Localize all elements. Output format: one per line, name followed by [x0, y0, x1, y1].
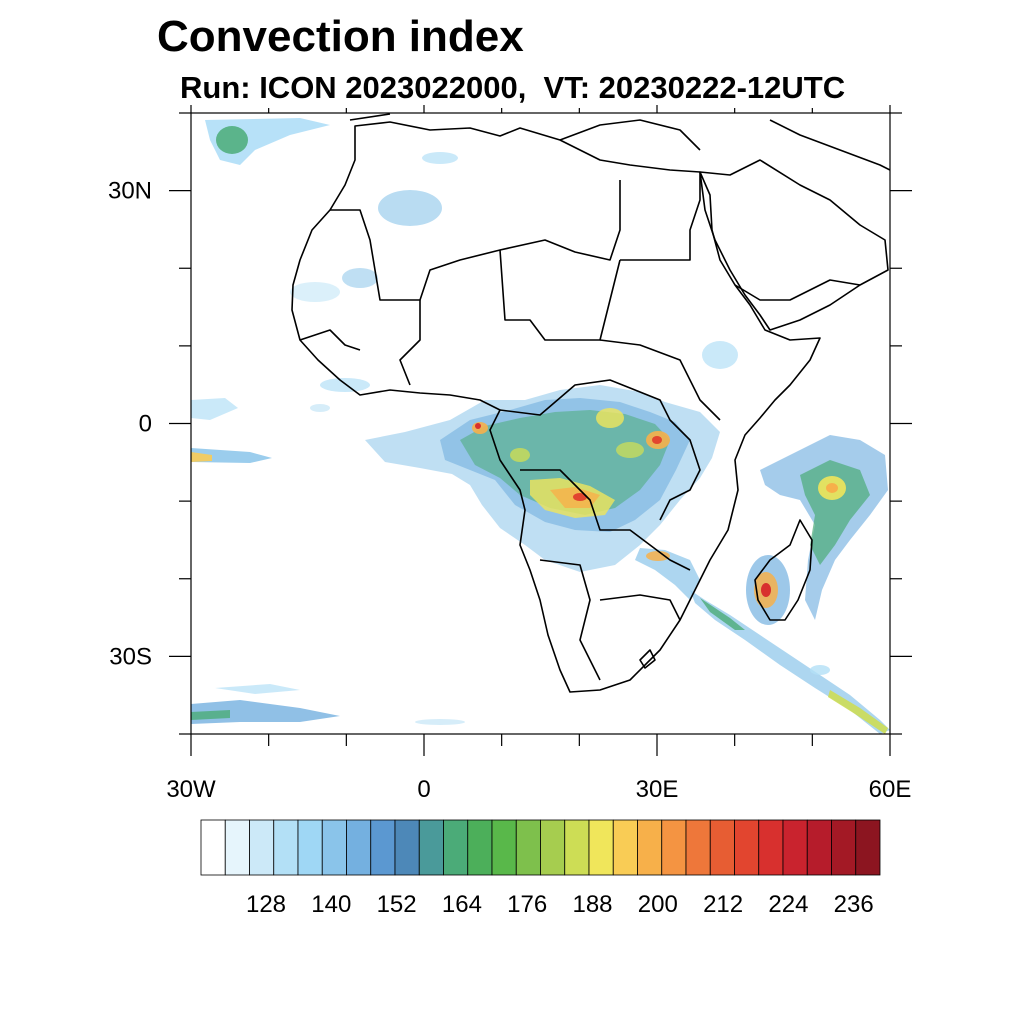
colorbar-swatch	[855, 819, 881, 876]
colorbar-label: 200	[638, 891, 678, 918]
colorbar-swatch	[564, 819, 590, 876]
axis-ticks	[169, 105, 912, 756]
axis-tick-labels: 30W 0 30E 60E 30N 0 30S	[108, 178, 911, 803]
colorbar-swatch	[734, 819, 760, 876]
colorbar: 128 140 152 164 176 188 200 212 224 236	[200, 819, 881, 918]
colorbar-swatch	[443, 819, 469, 876]
x-tick-label: 30W	[166, 776, 216, 803]
x-tick-label: 30E	[636, 776, 679, 803]
colorbar-swatch	[709, 819, 735, 876]
x-tick-label: 60E	[869, 776, 912, 803]
colorbar-swatch	[831, 819, 857, 876]
colorbar-swatch	[418, 819, 444, 876]
colorbar-label: 164	[442, 891, 482, 918]
colorbar-label: 140	[311, 891, 351, 918]
colorbar-swatch	[806, 819, 832, 876]
y-tick-label: 0	[139, 411, 152, 438]
colorbar-swatch	[321, 819, 347, 876]
colorbar-label: 176	[507, 891, 547, 918]
colorbar-swatch	[515, 819, 541, 876]
coastlines-borders	[291, 113, 890, 693]
colorbar-swatch	[540, 819, 566, 876]
colorbar-swatch	[612, 819, 638, 876]
colorbar-swatch	[249, 819, 275, 876]
colorbar-label: 224	[768, 891, 808, 918]
colorbar-label: 188	[572, 891, 612, 918]
colorbar-swatch	[394, 819, 420, 876]
colorbar-swatch	[758, 819, 784, 876]
map-subtitle: Run: ICON 2023022000, VT: 20230222-12UTC	[180, 70, 846, 105]
colorbar-swatch	[685, 819, 711, 876]
colorbar-swatch	[491, 819, 517, 876]
colorbar-swatch	[637, 819, 663, 876]
colorbar-swatch	[224, 819, 250, 876]
colorbar-label: 128	[246, 891, 286, 918]
y-tick-label: 30S	[109, 643, 152, 670]
convection-field	[191, 118, 890, 734]
colorbar-label: 212	[703, 891, 743, 918]
y-tick-label: 30N	[108, 178, 152, 205]
colorbar-swatch	[467, 819, 493, 876]
colorbar-swatch	[297, 819, 323, 876]
colorbar-swatch	[661, 819, 687, 876]
colorbar-swatch	[200, 819, 226, 876]
colorbar-swatch	[273, 819, 299, 876]
colorbar-label: 236	[834, 891, 874, 918]
colorbar-swatch	[370, 819, 396, 876]
colorbar-swatch	[346, 819, 372, 876]
x-tick-label: 0	[417, 776, 430, 803]
colorbar-label: 152	[377, 891, 417, 918]
colorbar-swatch	[782, 819, 808, 876]
colorbar-swatch	[588, 819, 614, 876]
map-title: Convection index	[157, 12, 524, 61]
